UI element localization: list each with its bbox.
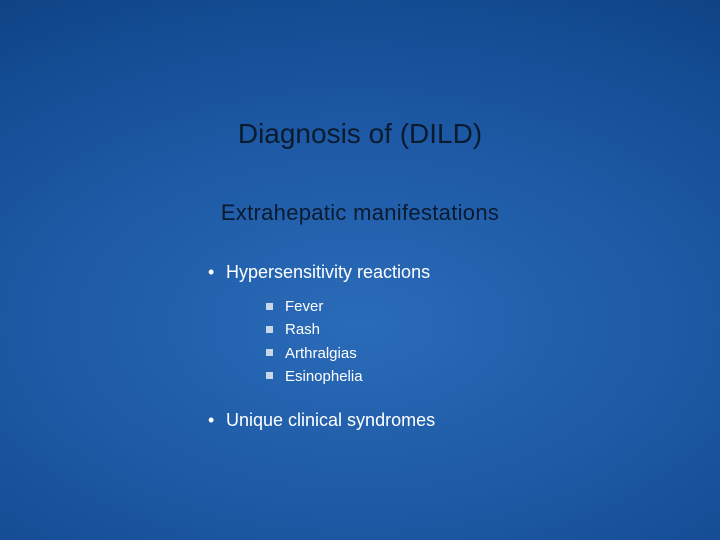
- bullet-dot-icon: •: [208, 262, 226, 283]
- sub-bullet-item: Rash: [266, 318, 435, 341]
- sub-bullet-text: Arthralgias: [285, 345, 357, 362]
- sub-bullet-text: Fever: [285, 298, 323, 315]
- sub-bullet-text: Rash: [285, 321, 320, 338]
- bullet-text: Hypersensitivity reactions: [226, 262, 430, 282]
- sub-bullet-item: Esinophelia: [266, 365, 435, 388]
- square-bullet-icon: [266, 326, 273, 333]
- sub-bullet-item: Fever: [266, 295, 435, 318]
- slide-subtitle: Extrahepatic manifestations: [0, 200, 720, 226]
- slide: Diagnosis of (DILD) Extrahepatic manifes…: [0, 0, 720, 540]
- bullet-item: •Hypersensitivity reactions: [208, 262, 435, 283]
- square-bullet-icon: [266, 372, 273, 379]
- sub-list: Fever Rash Arthralgias Esinophelia: [266, 295, 435, 388]
- slide-title: Diagnosis of (DILD): [0, 118, 720, 150]
- sub-bullet-text: Esinophelia: [285, 368, 363, 385]
- square-bullet-icon: [266, 349, 273, 356]
- bullet-text: Unique clinical syndromes: [226, 410, 435, 430]
- bullet-item: •Unique clinical syndromes: [208, 410, 435, 431]
- slide-content: •Hypersensitivity reactions Fever Rash A…: [208, 262, 435, 443]
- bullet-dot-icon: •: [208, 410, 226, 431]
- sub-bullet-item: Arthralgias: [266, 342, 435, 365]
- square-bullet-icon: [266, 303, 273, 310]
